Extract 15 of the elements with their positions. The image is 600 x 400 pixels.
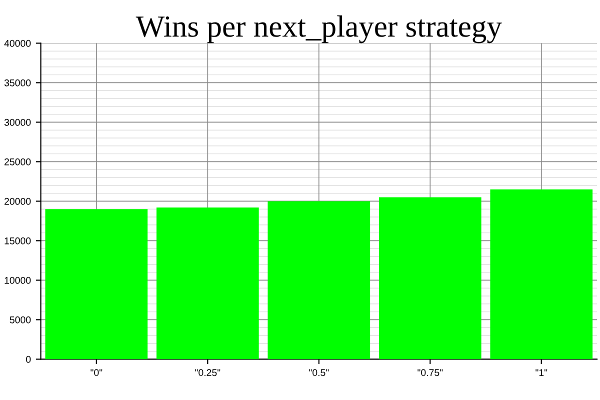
- chart-title: Wins per next_player strategy: [136, 15, 502, 44]
- x-tick-label: "0.5": [309, 369, 329, 376]
- x-tick-label: "0.75": [418, 369, 443, 376]
- y-tick-label: 20000: [4, 198, 31, 205]
- y-tick-label: 15000: [4, 237, 31, 244]
- y-tick-label: 0: [26, 356, 31, 363]
- y-tick-label: 25000: [4, 158, 31, 166]
- y-tick-label: 35000: [4, 79, 31, 86]
- x-tick-label: "0.25": [195, 369, 220, 376]
- x-tick-label: "0": [90, 369, 102, 376]
- y-tick-label: 10000: [4, 276, 31, 284]
- y-tick-label: 40000: [4, 40, 31, 47]
- y-tick-label: 30000: [4, 118, 31, 126]
- y-tick-label: 5000: [10, 316, 31, 324]
- x-tick-label: "1": [536, 369, 548, 376]
